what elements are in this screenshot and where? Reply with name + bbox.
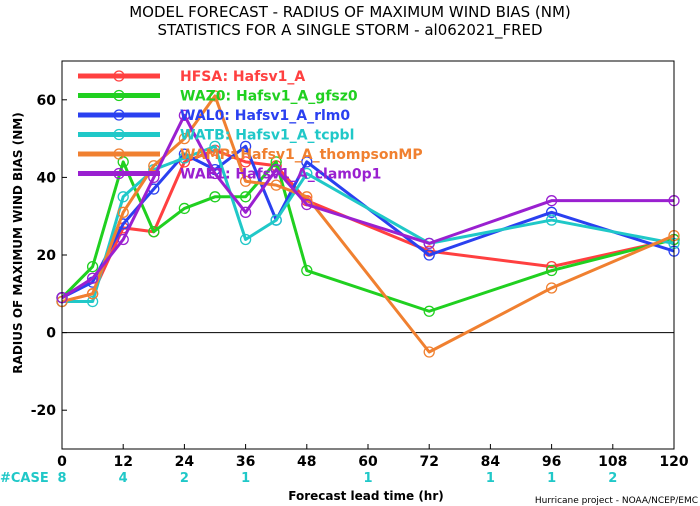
legend-item: WAL0: Hafsv1_A_rlm0 [78,108,350,124]
data-point [423,305,435,317]
legend-label: WAMP: Hafsv1_A_thompsonMP [180,147,423,163]
case-count: 8 [57,471,66,486]
data-point [239,140,252,153]
data-point [209,140,221,153]
legend-item: WAMP: Hafsv1_A_thompsonMP [78,147,423,163]
x-tick-label: 84 [481,454,501,470]
y-tick-label: 20 [37,248,57,264]
data-point [117,191,129,203]
legend-marker [113,128,125,141]
data-point [86,295,99,308]
legend-marker [113,89,125,102]
data-point [178,152,191,164]
data-point [86,288,99,300]
data-point [86,260,99,273]
case-count: 1 [363,471,372,486]
data-point [545,214,558,226]
data-point [86,272,99,284]
data-point [178,109,191,121]
case-label: #CASE [0,471,49,486]
legend-marker [113,109,125,121]
tick-layer: 0 12 24 36 48 60 72 84 96 108 120 -20 0 20 40 60 [31,93,689,470]
series-line [61,94,675,354]
x-tick-label: 12 [113,454,132,470]
data-point [270,214,282,226]
legend: HFSA: Hafsv1_A WAZ0: Hafsv1_A_gfsz0 WAL0: … [78,69,423,183]
y-tick-label: 40 [37,170,57,186]
legend-item: WATB: Hafsv1_A_tcpbl [78,128,354,144]
series-line [61,113,674,299]
data-point [545,206,558,218]
data-point [545,264,558,277]
data-point [239,191,252,203]
data-point [301,167,313,180]
data-point [209,90,221,102]
legend-marker [113,167,125,180]
data-point [117,233,129,246]
legend-label: WATB: Hafsv1_A_tcpbl [180,128,354,144]
case-count: 4 [119,471,128,486]
x-tick-label: 60 [358,454,378,470]
data-point [239,206,252,218]
series-line [61,144,675,300]
data-point [148,226,160,238]
case-count: 1 [547,471,556,486]
chart-title: MODEL FORECAST - RADIUS OF MAXIMUM WIND … [129,3,571,21]
data-point [270,163,282,176]
legend-marker [113,70,125,82]
data-point [423,346,435,358]
legend-marker [113,148,125,160]
chart-subtitle: STATISTICS FOR A SINGLE STORM - al062021… [157,21,542,40]
data-point [270,179,282,191]
x-tick-label: 24 [175,454,195,470]
credit-text: Hurricane project - NOAA/NCEP/EMC [535,496,698,506]
x-axis-label: Forecast lead time (hr) [288,489,444,503]
data-point [117,206,129,218]
x-tick-label: 120 [659,454,688,470]
data-point [301,198,313,211]
case-count: 1 [486,471,495,486]
x-tick-label: 48 [297,454,316,470]
data-point [178,132,191,145]
data-point [545,282,558,294]
data-point [301,156,313,168]
case-count: 2 [180,471,189,486]
data-point [301,264,313,277]
x-tick-label: 36 [236,454,255,470]
y-tick-label: 0 [46,326,56,342]
case-count: 1 [241,471,250,486]
case-count: 2 [608,471,617,486]
legend-label: WAZ0: Hafsv1_A_gfsz0 [180,89,358,105]
x-tick-label: 0 [57,454,67,470]
data-point [178,202,191,215]
data-point [209,167,221,180]
series-layer [56,90,680,358]
data-point [270,156,282,168]
legend-label: HFSA: Hafsv1_A [180,69,305,85]
data-point [545,195,558,207]
y-tick-label: -20 [31,403,57,419]
legend-label: WAE1: Hafsv1_A_clam0p1 [180,167,381,183]
x-tick-label: 96 [542,454,561,470]
data-point [423,249,435,261]
data-point [209,191,221,203]
legend-item: WAE1: Hafsv1_A_clam0p1 [78,167,381,183]
legend-item: WAZ0: Hafsv1_A_gfsz0 [78,89,358,105]
plot-frame [61,60,675,450]
legend-label: WAL0: Hafsv1_A_rlm0 [180,108,350,124]
y-tick-label: 60 [37,93,57,109]
data-point [239,175,252,187]
case-counts: 8 4 2 1 1 1 1 2 [57,471,617,486]
y-axis-label: RADIUS OF MAXIMUM WIND BIAS (NM) [11,112,25,373]
x-tick-label: 72 [419,454,438,470]
data-point [423,237,435,250]
legend-item: HFSA: Hafsv1_A [78,69,305,85]
data-point [239,233,252,246]
x-tick-label: 108 [598,454,627,470]
